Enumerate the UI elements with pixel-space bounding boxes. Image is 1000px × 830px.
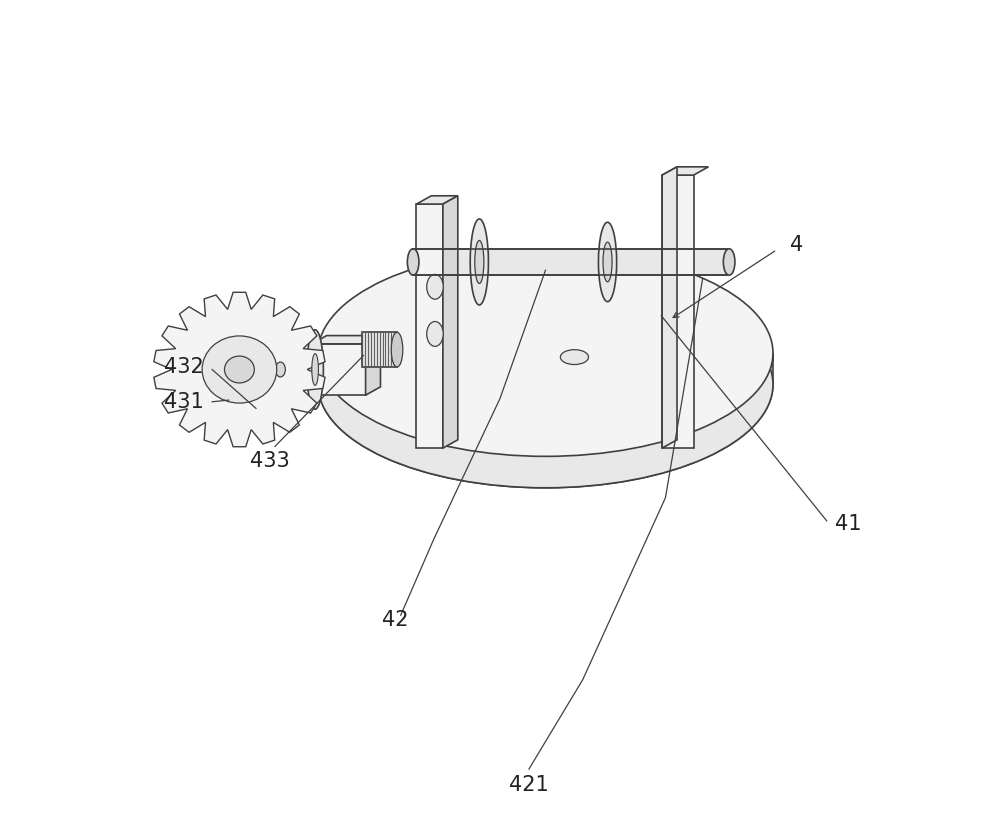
Ellipse shape xyxy=(407,249,419,276)
Text: 433: 433 xyxy=(250,452,290,471)
Polygon shape xyxy=(312,335,380,344)
Ellipse shape xyxy=(603,242,612,282)
Ellipse shape xyxy=(475,241,484,284)
Ellipse shape xyxy=(318,281,773,488)
Text: 421: 421 xyxy=(509,775,549,795)
Polygon shape xyxy=(312,344,366,395)
Polygon shape xyxy=(416,196,458,204)
Text: 431: 431 xyxy=(164,392,204,412)
Polygon shape xyxy=(280,362,312,377)
Polygon shape xyxy=(154,292,325,447)
Ellipse shape xyxy=(598,222,617,301)
Text: 432: 432 xyxy=(164,357,204,377)
Ellipse shape xyxy=(391,332,403,367)
Ellipse shape xyxy=(723,249,735,276)
Ellipse shape xyxy=(560,349,589,364)
Polygon shape xyxy=(662,167,677,448)
Ellipse shape xyxy=(318,250,773,456)
Polygon shape xyxy=(662,167,708,175)
Polygon shape xyxy=(443,196,458,448)
Ellipse shape xyxy=(202,336,277,403)
Polygon shape xyxy=(413,249,727,276)
Ellipse shape xyxy=(275,362,285,377)
Polygon shape xyxy=(416,204,443,448)
Polygon shape xyxy=(662,175,694,448)
Polygon shape xyxy=(318,353,773,488)
Ellipse shape xyxy=(225,356,254,383)
Ellipse shape xyxy=(470,219,488,305)
Text: 41: 41 xyxy=(835,515,862,535)
Ellipse shape xyxy=(307,330,323,409)
Polygon shape xyxy=(362,332,397,367)
Text: 4: 4 xyxy=(790,235,803,255)
Ellipse shape xyxy=(427,275,443,299)
Ellipse shape xyxy=(427,321,443,346)
Polygon shape xyxy=(366,335,380,395)
Text: 42: 42 xyxy=(382,610,408,630)
Ellipse shape xyxy=(312,354,318,385)
